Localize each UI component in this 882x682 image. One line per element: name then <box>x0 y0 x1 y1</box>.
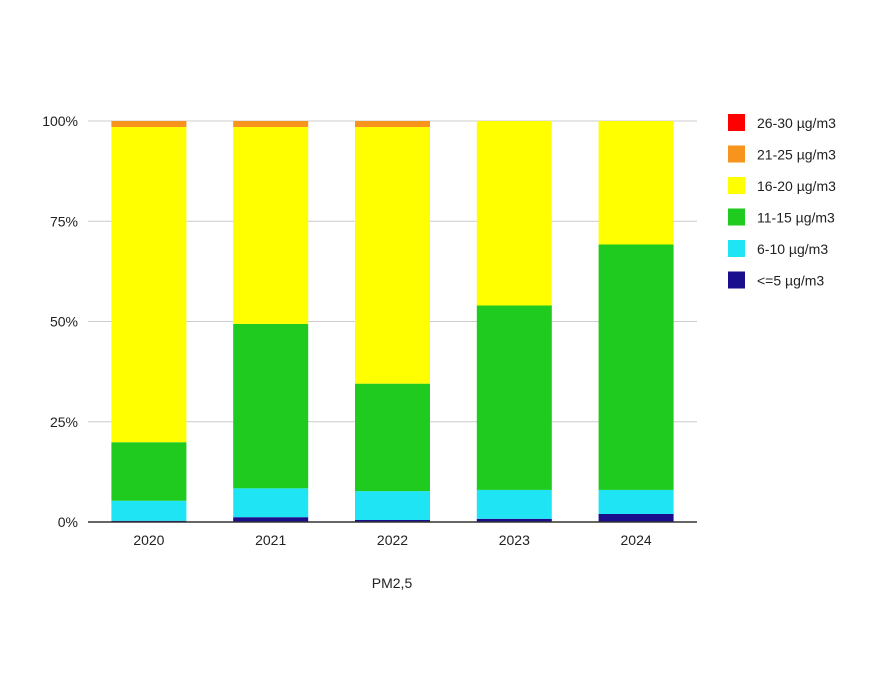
bar-segment <box>111 442 187 501</box>
x-tick-label: 2020 <box>133 532 164 548</box>
x-tick-label: 2023 <box>499 532 530 548</box>
bar-segment <box>233 121 309 128</box>
y-tick-label: 25% <box>50 414 78 430</box>
bar-segment <box>476 305 552 490</box>
x-axis-ticks: 2020 2021 2022 2023 2024 <box>133 532 652 548</box>
x-tick-label: 2024 <box>621 532 652 548</box>
x-tick-label: 2022 <box>377 532 408 548</box>
bar-segment <box>598 489 674 514</box>
y-tick-label: 0% <box>58 514 78 530</box>
legend-swatch <box>728 271 745 289</box>
y-axis-ticks: 0% 25% 50% 75% 100% <box>42 113 78 530</box>
bar-segment <box>355 383 430 492</box>
legend-label: 11-15 µg/m3 <box>757 210 835 226</box>
bar-segment <box>598 244 674 490</box>
legend-swatch <box>728 177 745 194</box>
bar-segment <box>233 323 309 489</box>
legend-label: 21-25 µg/m3 <box>757 147 836 163</box>
x-tick-label: 2021 <box>255 532 286 548</box>
legend-swatch <box>728 114 745 131</box>
y-tick-label: 75% <box>50 213 78 229</box>
bar-segment <box>233 517 309 522</box>
bar-segment <box>233 127 309 324</box>
legend-label: 6-10 µg/m3 <box>757 241 828 257</box>
bar-segment <box>111 500 187 521</box>
bar-segment <box>476 121 552 306</box>
legend-label: <=5 µg/m3 <box>757 273 824 289</box>
bar-segment <box>598 513 674 522</box>
legend-swatch <box>728 208 745 226</box>
y-tick-label: 50% <box>50 314 78 330</box>
bar-segment <box>233 488 309 518</box>
legend-label: 16-20 µg/m3 <box>757 178 836 194</box>
bar-segment <box>111 127 187 443</box>
bars <box>111 121 674 522</box>
y-tick-label: 100% <box>42 113 78 129</box>
bar-segment <box>476 489 552 519</box>
legend-swatch <box>728 240 745 257</box>
bar-segment <box>355 127 430 384</box>
bar-segment <box>355 491 430 520</box>
legend: 26-30 µg/m3 21-25 µg/m3 16-20 µg/m3 11-15 µ… <box>728 114 836 289</box>
bar-segment <box>111 121 187 128</box>
legend-label: 26-30 µg/m3 <box>757 115 836 131</box>
bar-segment <box>355 519 430 522</box>
legend-swatch <box>728 145 745 163</box>
bar-segment <box>598 121 674 245</box>
bar-segment <box>355 121 430 128</box>
bar-segment <box>476 518 552 522</box>
x-axis-label: PM2,5 <box>372 575 413 591</box>
